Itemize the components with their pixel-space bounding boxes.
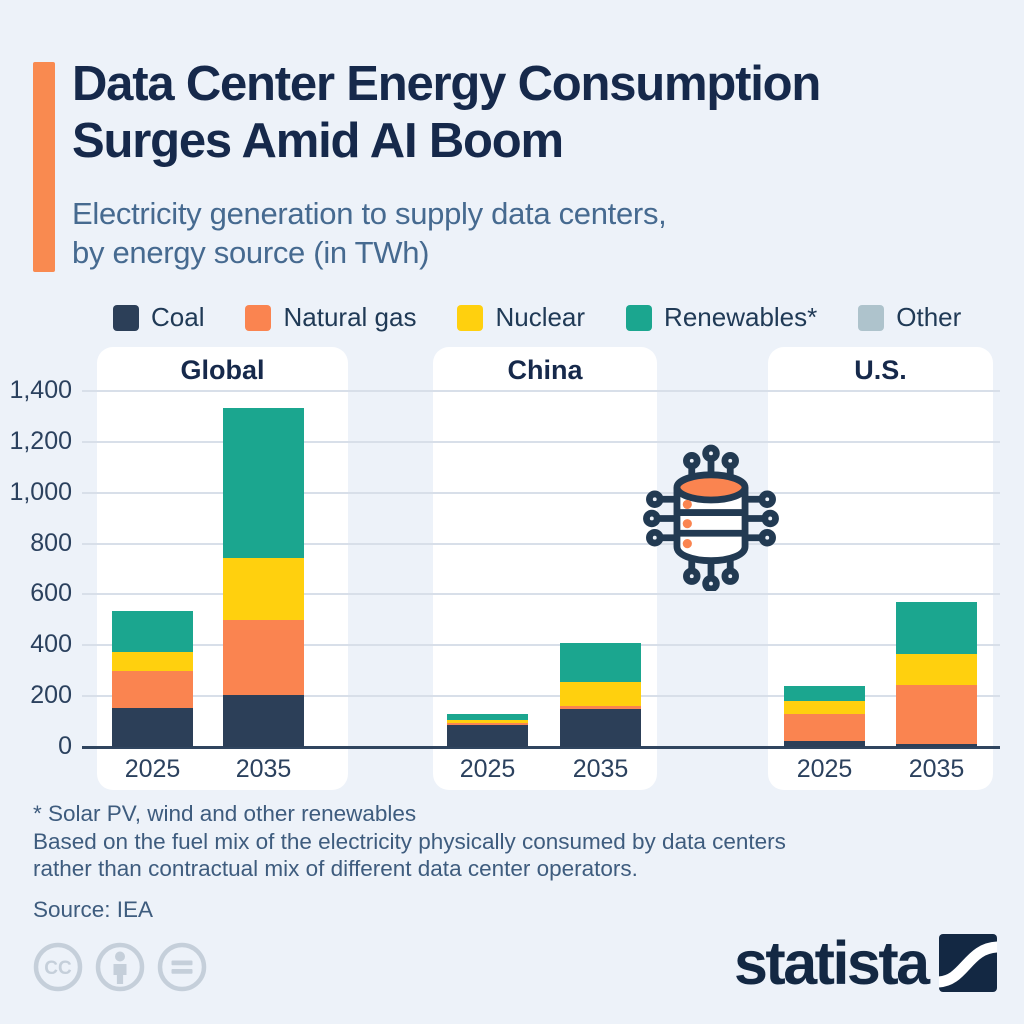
- legend: Coal Natural gas Nuclear Renewables* Other: [113, 302, 961, 333]
- bar-segment-naturalgas: [447, 722, 528, 726]
- bar-us-2025: [784, 685, 865, 747]
- footnote-line-3: rather than contractual mix of different…: [33, 856, 638, 881]
- svg-text:CC: CC: [44, 958, 72, 979]
- legend-label: Natural gas: [283, 302, 417, 332]
- chart-subtitle: Electricity generation to supply data ce…: [72, 194, 667, 272]
- bar-segment-nuclear: [560, 682, 641, 707]
- legend-item-other: Other: [858, 302, 961, 333]
- gridline-0: [82, 745, 1000, 749]
- footnote-line-2: Based on the fuel mix of the electricity…: [33, 828, 786, 854]
- bar-global-2025: [112, 610, 193, 747]
- gridline-1200: [82, 440, 1000, 443]
- y-axis-label: 600: [30, 579, 72, 608]
- gridline-1400: [82, 390, 1000, 392]
- license-icons: CC: [32, 941, 208, 993]
- bar-segment-renewables: [560, 642, 641, 683]
- legend-item-naturalgas: Natural gas: [245, 302, 416, 333]
- page-title: Data Center Energy Consumption Surges Am…: [72, 56, 821, 170]
- attribution-icon[interactable]: [94, 941, 146, 993]
- group-title-global: Global: [180, 355, 265, 385]
- bar-segment-coal: [560, 708, 641, 747]
- legend-item-nuclear: Nuclear: [457, 302, 585, 333]
- gridline-400: [82, 644, 1000, 647]
- bar-china-2035: [560, 642, 641, 747]
- bar-segment-nuclear: [112, 651, 193, 671]
- gridline-600: [82, 593, 1000, 596]
- bar-segment-coal: [896, 744, 977, 747]
- bar-segment-nuclear: [447, 720, 528, 723]
- bar-segment-coal: [784, 740, 865, 747]
- legend-label: Other: [896, 302, 962, 332]
- y-axis-label: 0: [58, 732, 72, 760]
- bar-segment-renewables: [896, 602, 977, 655]
- group-title-china: China: [507, 355, 583, 385]
- legend-label: Coal: [151, 302, 205, 332]
- x-axis-label: 2035: [235, 755, 292, 783]
- subtitle-line-1: Electricity generation to supply data ce…: [72, 196, 667, 231]
- group-title-us: U.S.: [854, 355, 907, 385]
- legend-swatch: [457, 304, 484, 331]
- bar-segment-nuclear: [223, 557, 304, 620]
- bar-segment-naturalgas: [112, 670, 193, 708]
- title-line-2: Surges Amid AI Boom: [72, 114, 564, 168]
- bar-segment-coal: [112, 707, 193, 747]
- statista-logo[interactable]: statista: [734, 928, 997, 998]
- legend-item-coal: Coal: [113, 302, 204, 333]
- bar-segment-nuclear: [784, 701, 865, 714]
- legend-swatch: [113, 304, 139, 331]
- bar-china-2025: [447, 713, 528, 747]
- y-axis-label: 1,000: [9, 477, 72, 506]
- legend-swatch: [245, 304, 272, 331]
- x-axis-label: 2025: [796, 755, 853, 783]
- x-axis-label: 2025: [124, 755, 181, 783]
- bar-segment-naturalgas: [784, 713, 865, 741]
- y-axis-label: 1,200: [9, 426, 72, 455]
- subtitle-line-2: by energy source (in TWh): [72, 235, 430, 270]
- legend-item-renewables: Renewables*: [626, 302, 817, 333]
- data-center-icon: [643, 444, 779, 591]
- bar-segment-nuclear: [896, 654, 977, 685]
- x-axis-label: 2035: [908, 755, 965, 783]
- statista-wordmark: statista: [734, 929, 930, 997]
- bar-segment-renewables: [447, 713, 528, 721]
- legend-label: Renewables*: [664, 302, 818, 332]
- footnote-line-1: * Solar PV, wind and other renewables: [33, 801, 417, 826]
- cc-icon[interactable]: CC: [32, 941, 84, 993]
- gridline-800: [82, 542, 1000, 545]
- accent-bar: [33, 62, 55, 272]
- x-axis-label: 2035: [572, 755, 629, 783]
- footnotes: * Solar PV, wind and other renewables Ba…: [33, 800, 786, 923]
- bar-segment-renewables: [784, 685, 865, 702]
- bar-segment-renewables: [223, 407, 304, 558]
- bar-us-2035: [896, 602, 977, 747]
- legend-label: Nuclear: [495, 302, 586, 332]
- y-axis-label: 1,400: [9, 376, 72, 404]
- gridline-1000: [82, 491, 1000, 494]
- legend-swatch: [626, 304, 653, 331]
- x-axis-label: 2025: [459, 755, 516, 783]
- bar-segment-naturalgas: [223, 619, 304, 695]
- bar-segment-renewables: [112, 610, 193, 652]
- bar-global-2035: [223, 407, 304, 747]
- gridline-200: [82, 695, 1000, 698]
- nd-equals-icon[interactable]: [156, 941, 208, 993]
- y-axis-label: 400: [30, 630, 72, 659]
- statista-logo-mark: [938, 934, 997, 992]
- bar-segment-naturalgas: [560, 706, 641, 709]
- source-text: Source: IEA: [33, 896, 154, 922]
- y-axis-label: 200: [30, 681, 72, 710]
- title-line-1: Data Center Energy Consumption: [72, 57, 821, 111]
- legend-swatch: [858, 304, 885, 331]
- bar-segment-coal: [223, 694, 304, 747]
- bar-segment-coal: [447, 725, 528, 747]
- bar-segment-naturalgas: [896, 684, 977, 745]
- y-axis-label: 800: [30, 528, 72, 557]
